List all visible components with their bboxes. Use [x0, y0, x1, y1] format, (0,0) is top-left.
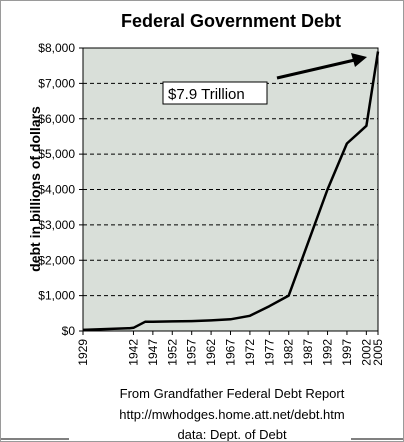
y-tick-label: $7,000 [38, 76, 75, 90]
x-tick-labels: 1929 1942 1947 1952 1957 1962 1967 1972 1977 1982… [76, 331, 385, 366]
annotation-arrow-shaft [276, 57, 360, 80]
annotation-arrow-head [351, 53, 367, 67]
footer-line-3: data: Dept. of Debt [177, 427, 287, 441]
y-tick-label: $1,000 [38, 289, 75, 303]
y-tick-label: $3,000 [38, 218, 75, 232]
y-tick-label: $2,000 [38, 253, 75, 267]
x-tick-label: 1982 [282, 339, 296, 366]
x-tick-label: 1972 [243, 339, 257, 366]
y-tick-label: $4,000 [38, 183, 75, 197]
x-tick-label: 1987 [301, 339, 315, 366]
x-tick-label: 1962 [204, 339, 218, 366]
footer-line-2: http://mwhodges.home.att.net/debt.htm [119, 407, 344, 422]
y-tick-label: $5,000 [38, 147, 75, 161]
x-tick-label: 2002 [359, 339, 373, 366]
x-tick-label: 1929 [76, 339, 90, 366]
x-tick-label: 1967 [224, 339, 238, 366]
x-tick-label: 1997 [340, 339, 354, 366]
x-tick-label: 1947 [146, 339, 160, 366]
annotation-box [162, 81, 268, 105]
x-tick-label: 1992 [321, 339, 335, 366]
series-layer [82, 51, 380, 332]
annotation-text: $7.9 Trillion [168, 86, 245, 103]
x-tick-label: 1977 [262, 339, 276, 366]
chart-title: Federal Government Debt [121, 11, 341, 31]
y-axis-label: debt in billions of dollars [27, 106, 43, 272]
x-tick-label: 1952 [165, 339, 179, 366]
y-tick-label: $8,000 [38, 41, 75, 55]
x-tick-label: 1942 [126, 339, 140, 366]
debt-line [82, 51, 380, 332]
y-tick-labels: $0 $1,000 $2,000 $3,000 $4,000 $5,000 $6,000 $7… [38, 41, 83, 338]
y-tick-label: $0 [62, 324, 76, 338]
y-tick-label: $6,000 [38, 112, 75, 126]
footer-line-1: From Grandfather Federal Debt Report [120, 386, 345, 401]
x-tick-label: 2005 [371, 339, 385, 366]
x-tick-label: 1957 [185, 339, 199, 366]
